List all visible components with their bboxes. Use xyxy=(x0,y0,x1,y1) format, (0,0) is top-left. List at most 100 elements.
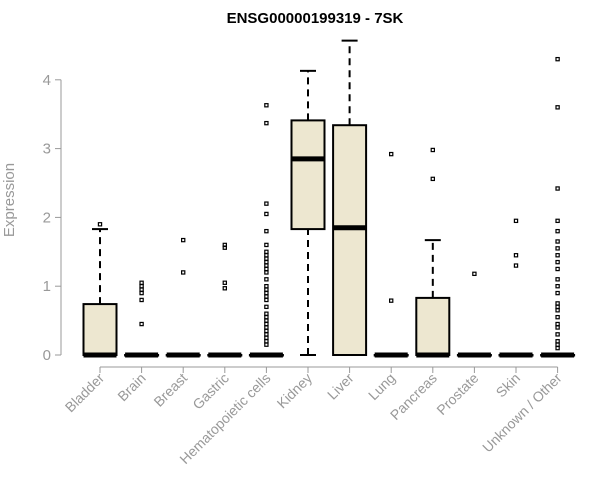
outlier-point xyxy=(555,284,560,289)
outlier-point xyxy=(430,176,436,182)
outlier-point xyxy=(555,301,560,306)
outlier-point xyxy=(555,246,560,251)
outlier-point xyxy=(555,239,560,244)
box xyxy=(415,296,451,356)
box-group xyxy=(373,151,409,358)
box-group xyxy=(456,271,492,358)
outlier-point xyxy=(139,287,144,292)
outlier-point xyxy=(222,286,227,291)
outlier-point xyxy=(264,332,269,337)
outlier-point xyxy=(555,342,560,347)
x-tick-label: Unknown / Other xyxy=(479,370,565,456)
box-group xyxy=(332,39,368,357)
outlier-point xyxy=(555,325,560,330)
box-group xyxy=(290,69,326,356)
x-tick-label: Liver xyxy=(324,370,357,403)
x-tick-label: Breast xyxy=(150,370,190,410)
x-tick-label: Brain xyxy=(114,370,148,404)
outlier-point xyxy=(555,332,560,337)
outlier-point xyxy=(555,186,560,191)
box xyxy=(332,124,368,357)
outlier-point xyxy=(264,256,269,261)
outlier-point xyxy=(264,284,269,289)
outlier-point xyxy=(139,321,144,327)
outlier-point xyxy=(555,321,560,327)
box-group xyxy=(124,280,160,358)
box-group xyxy=(248,103,284,358)
outlier-point xyxy=(264,120,269,126)
outlier-point xyxy=(264,318,269,323)
outlier-point xyxy=(264,321,269,327)
box xyxy=(82,303,118,357)
outlier-point xyxy=(264,311,269,316)
x-tick-label: Kidney xyxy=(274,370,316,412)
outlier-point xyxy=(264,297,269,303)
outlier-point xyxy=(555,218,560,224)
outlier-point xyxy=(555,308,560,313)
outlier-point xyxy=(264,294,269,299)
outlier-point xyxy=(555,304,560,310)
outlier-point xyxy=(97,222,103,227)
outlier-point xyxy=(264,266,269,272)
outlier-point xyxy=(222,245,227,250)
plot-area xyxy=(82,39,576,358)
outlier-point xyxy=(139,297,144,303)
outlier-point xyxy=(555,228,560,234)
outlier-point xyxy=(264,304,269,310)
y-tick-label: 1 xyxy=(43,278,51,295)
outlier-point xyxy=(222,280,227,285)
chart-title: ENSG00000199319 - 7SK xyxy=(227,10,404,27)
outlier-point xyxy=(181,237,186,243)
outlier-point xyxy=(264,277,269,282)
y-axis-label: Expression xyxy=(1,163,18,237)
outlier-point xyxy=(264,259,269,265)
outlier-point xyxy=(555,259,560,265)
outlier-point xyxy=(555,290,560,296)
outlier-point xyxy=(181,270,186,275)
outlier-point xyxy=(555,345,560,351)
outlier-point xyxy=(555,314,560,320)
outlier-point xyxy=(264,314,269,320)
y-tick-label: 2 xyxy=(43,209,51,226)
box-group xyxy=(165,237,201,358)
box-group xyxy=(82,222,118,358)
outlier-point xyxy=(513,253,519,258)
outlier-point xyxy=(555,339,560,344)
outlier-point xyxy=(555,105,560,110)
outlier-point xyxy=(555,277,560,282)
outlier-point xyxy=(264,339,269,344)
outlier-point xyxy=(264,328,269,334)
outlier-point xyxy=(139,280,144,285)
x-tick-label: Skin xyxy=(493,370,524,401)
y-tick-label: 3 xyxy=(43,141,51,158)
y-tick-label: 0 xyxy=(43,347,51,364)
outlier-point xyxy=(555,56,560,62)
outlier-point xyxy=(264,211,269,217)
outlier-point xyxy=(264,287,269,292)
outlier-point xyxy=(139,284,144,289)
outlier-point xyxy=(555,266,560,272)
y-tick-label: 4 xyxy=(43,72,51,89)
outlier-point xyxy=(264,228,269,234)
outlier-point xyxy=(513,263,519,268)
outlier-point xyxy=(389,298,394,303)
outlier-point xyxy=(264,335,269,341)
outlier-point xyxy=(264,290,269,296)
outlier-point xyxy=(264,249,269,254)
outlier-point xyxy=(555,253,560,258)
outlier-point xyxy=(264,103,269,108)
outlier-point xyxy=(513,218,519,224)
box-group xyxy=(207,242,243,358)
box-group xyxy=(415,147,451,358)
outlier-point xyxy=(264,242,269,248)
outlier-point xyxy=(264,201,269,206)
outlier-point xyxy=(139,290,144,296)
outlier-point xyxy=(264,270,269,275)
outlier-point xyxy=(264,253,269,258)
outlier-point xyxy=(430,147,436,153)
x-tick-label: Lung xyxy=(365,370,398,403)
outlier-point xyxy=(264,263,269,268)
box xyxy=(290,119,326,231)
box-group xyxy=(540,56,576,358)
